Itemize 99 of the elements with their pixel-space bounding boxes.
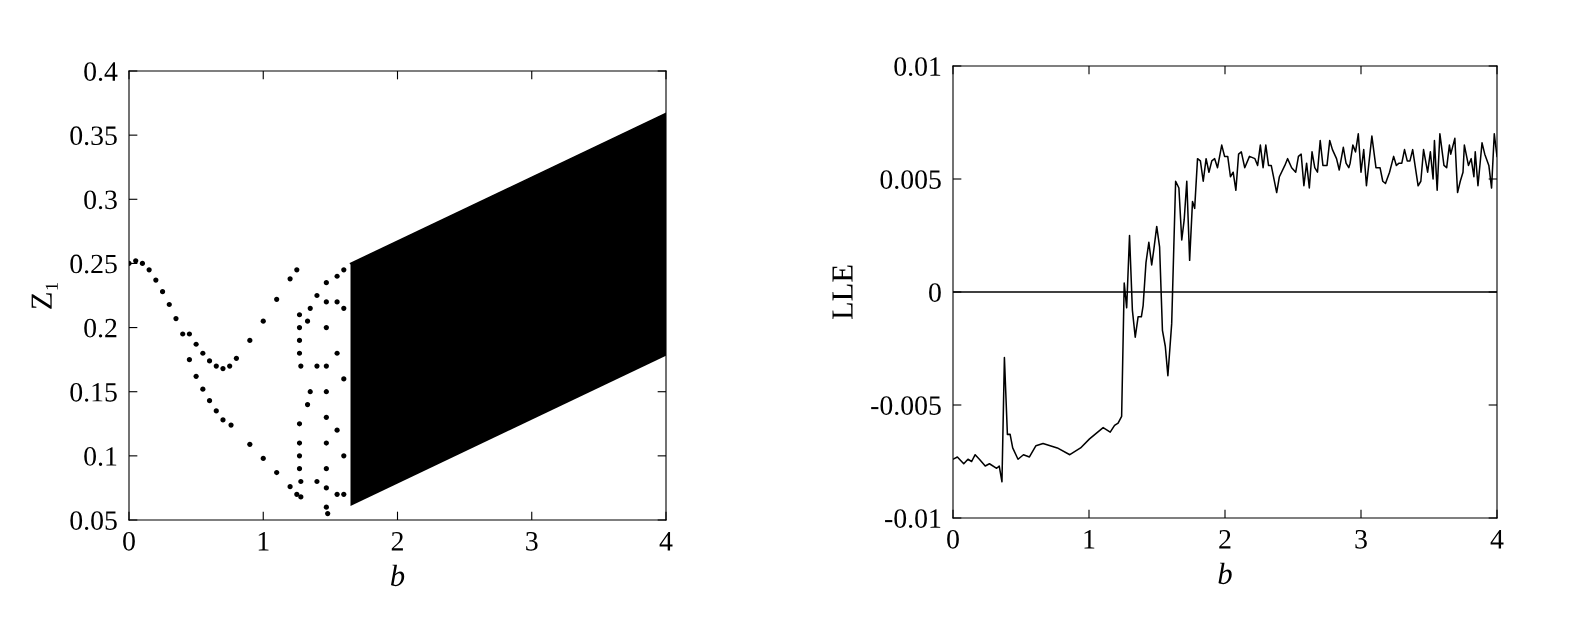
y-tick-label: 0.15 <box>70 382 117 402</box>
point <box>323 280 329 286</box>
point <box>341 267 347 273</box>
y-tick-label: 0.2 <box>84 318 117 338</box>
point <box>325 510 331 517</box>
x-tick-label: 0 <box>947 529 959 549</box>
point <box>323 363 329 369</box>
point <box>314 363 320 369</box>
point <box>323 440 329 446</box>
point <box>133 258 139 264</box>
point <box>298 494 304 500</box>
point <box>213 363 219 369</box>
point <box>227 363 233 369</box>
point <box>193 373 199 379</box>
point <box>307 305 313 311</box>
point <box>139 260 146 267</box>
point <box>334 273 340 279</box>
point <box>341 491 347 497</box>
x-tick-label: 0 <box>123 531 135 551</box>
point <box>341 305 347 311</box>
point <box>186 331 193 337</box>
point <box>173 315 179 322</box>
x-axis-title: b <box>391 564 405 587</box>
point <box>166 301 172 308</box>
point <box>341 453 347 459</box>
point <box>323 485 329 491</box>
point <box>298 478 304 485</box>
point <box>323 299 329 305</box>
x-tick-label: 3 <box>526 531 538 551</box>
point <box>180 331 186 337</box>
point <box>206 358 213 364</box>
x-axis-title: b <box>1218 562 1232 585</box>
point <box>200 386 206 392</box>
point <box>296 421 303 427</box>
y-tick-label: 0.1 <box>84 447 117 466</box>
y-tick-label: 0 <box>929 283 941 302</box>
point <box>323 466 329 472</box>
point <box>323 324 329 331</box>
point <box>186 357 193 363</box>
point <box>296 350 303 356</box>
y-tick-label: 0.25 <box>70 254 117 274</box>
point <box>298 363 304 369</box>
point <box>314 478 320 485</box>
point <box>294 267 300 273</box>
x-tick-label: 4 <box>659 532 673 551</box>
point <box>233 355 239 361</box>
point <box>304 318 311 324</box>
point <box>247 337 253 343</box>
point <box>287 276 293 282</box>
y-axis-title: LLE <box>832 265 853 320</box>
point <box>247 441 253 447</box>
y-tick-label: -0.01 <box>885 509 941 529</box>
point <box>213 408 219 414</box>
point <box>274 296 280 302</box>
point <box>341 376 347 382</box>
point <box>294 491 300 497</box>
point <box>260 318 266 324</box>
y-axis-title: Z₁ <box>31 282 58 309</box>
point <box>307 389 313 395</box>
point <box>323 389 329 395</box>
x-tick-label: 2 <box>391 531 403 551</box>
point <box>323 414 329 420</box>
point <box>220 417 226 423</box>
point <box>146 267 152 273</box>
point <box>296 453 303 459</box>
x-tick-label: 2 <box>1219 529 1231 549</box>
point <box>220 366 226 372</box>
point <box>153 277 159 283</box>
y-tick-label: 0.05 <box>70 511 117 531</box>
point <box>296 337 303 343</box>
point <box>334 350 340 356</box>
point <box>296 466 303 472</box>
point <box>304 401 311 408</box>
x-tick-label: 1 <box>258 532 269 551</box>
y-tick-label: -0.005 <box>871 396 941 416</box>
x-tick-label: 1 <box>1084 530 1095 549</box>
point <box>200 350 206 356</box>
point <box>334 491 340 497</box>
point <box>296 440 303 446</box>
x-tick-label: 3 <box>1355 529 1367 549</box>
point <box>296 324 303 331</box>
point <box>274 469 280 476</box>
point <box>260 455 266 462</box>
point <box>206 398 213 404</box>
point <box>159 289 166 295</box>
x-tick-label: 4 <box>1490 530 1504 549</box>
y-tick-label: 0.35 <box>70 126 117 146</box>
point <box>193 341 199 347</box>
point <box>228 422 234 428</box>
point <box>323 504 329 510</box>
point <box>287 484 293 490</box>
y-tick-label: 0.3 <box>84 190 117 210</box>
y-tick-label: 0.01 <box>894 57 941 77</box>
point <box>334 299 340 305</box>
point <box>296 312 303 318</box>
y-tick-label: 0.005 <box>880 170 941 190</box>
point <box>334 427 340 433</box>
y-tick-label: 0.4 <box>84 62 118 82</box>
point <box>314 292 320 299</box>
